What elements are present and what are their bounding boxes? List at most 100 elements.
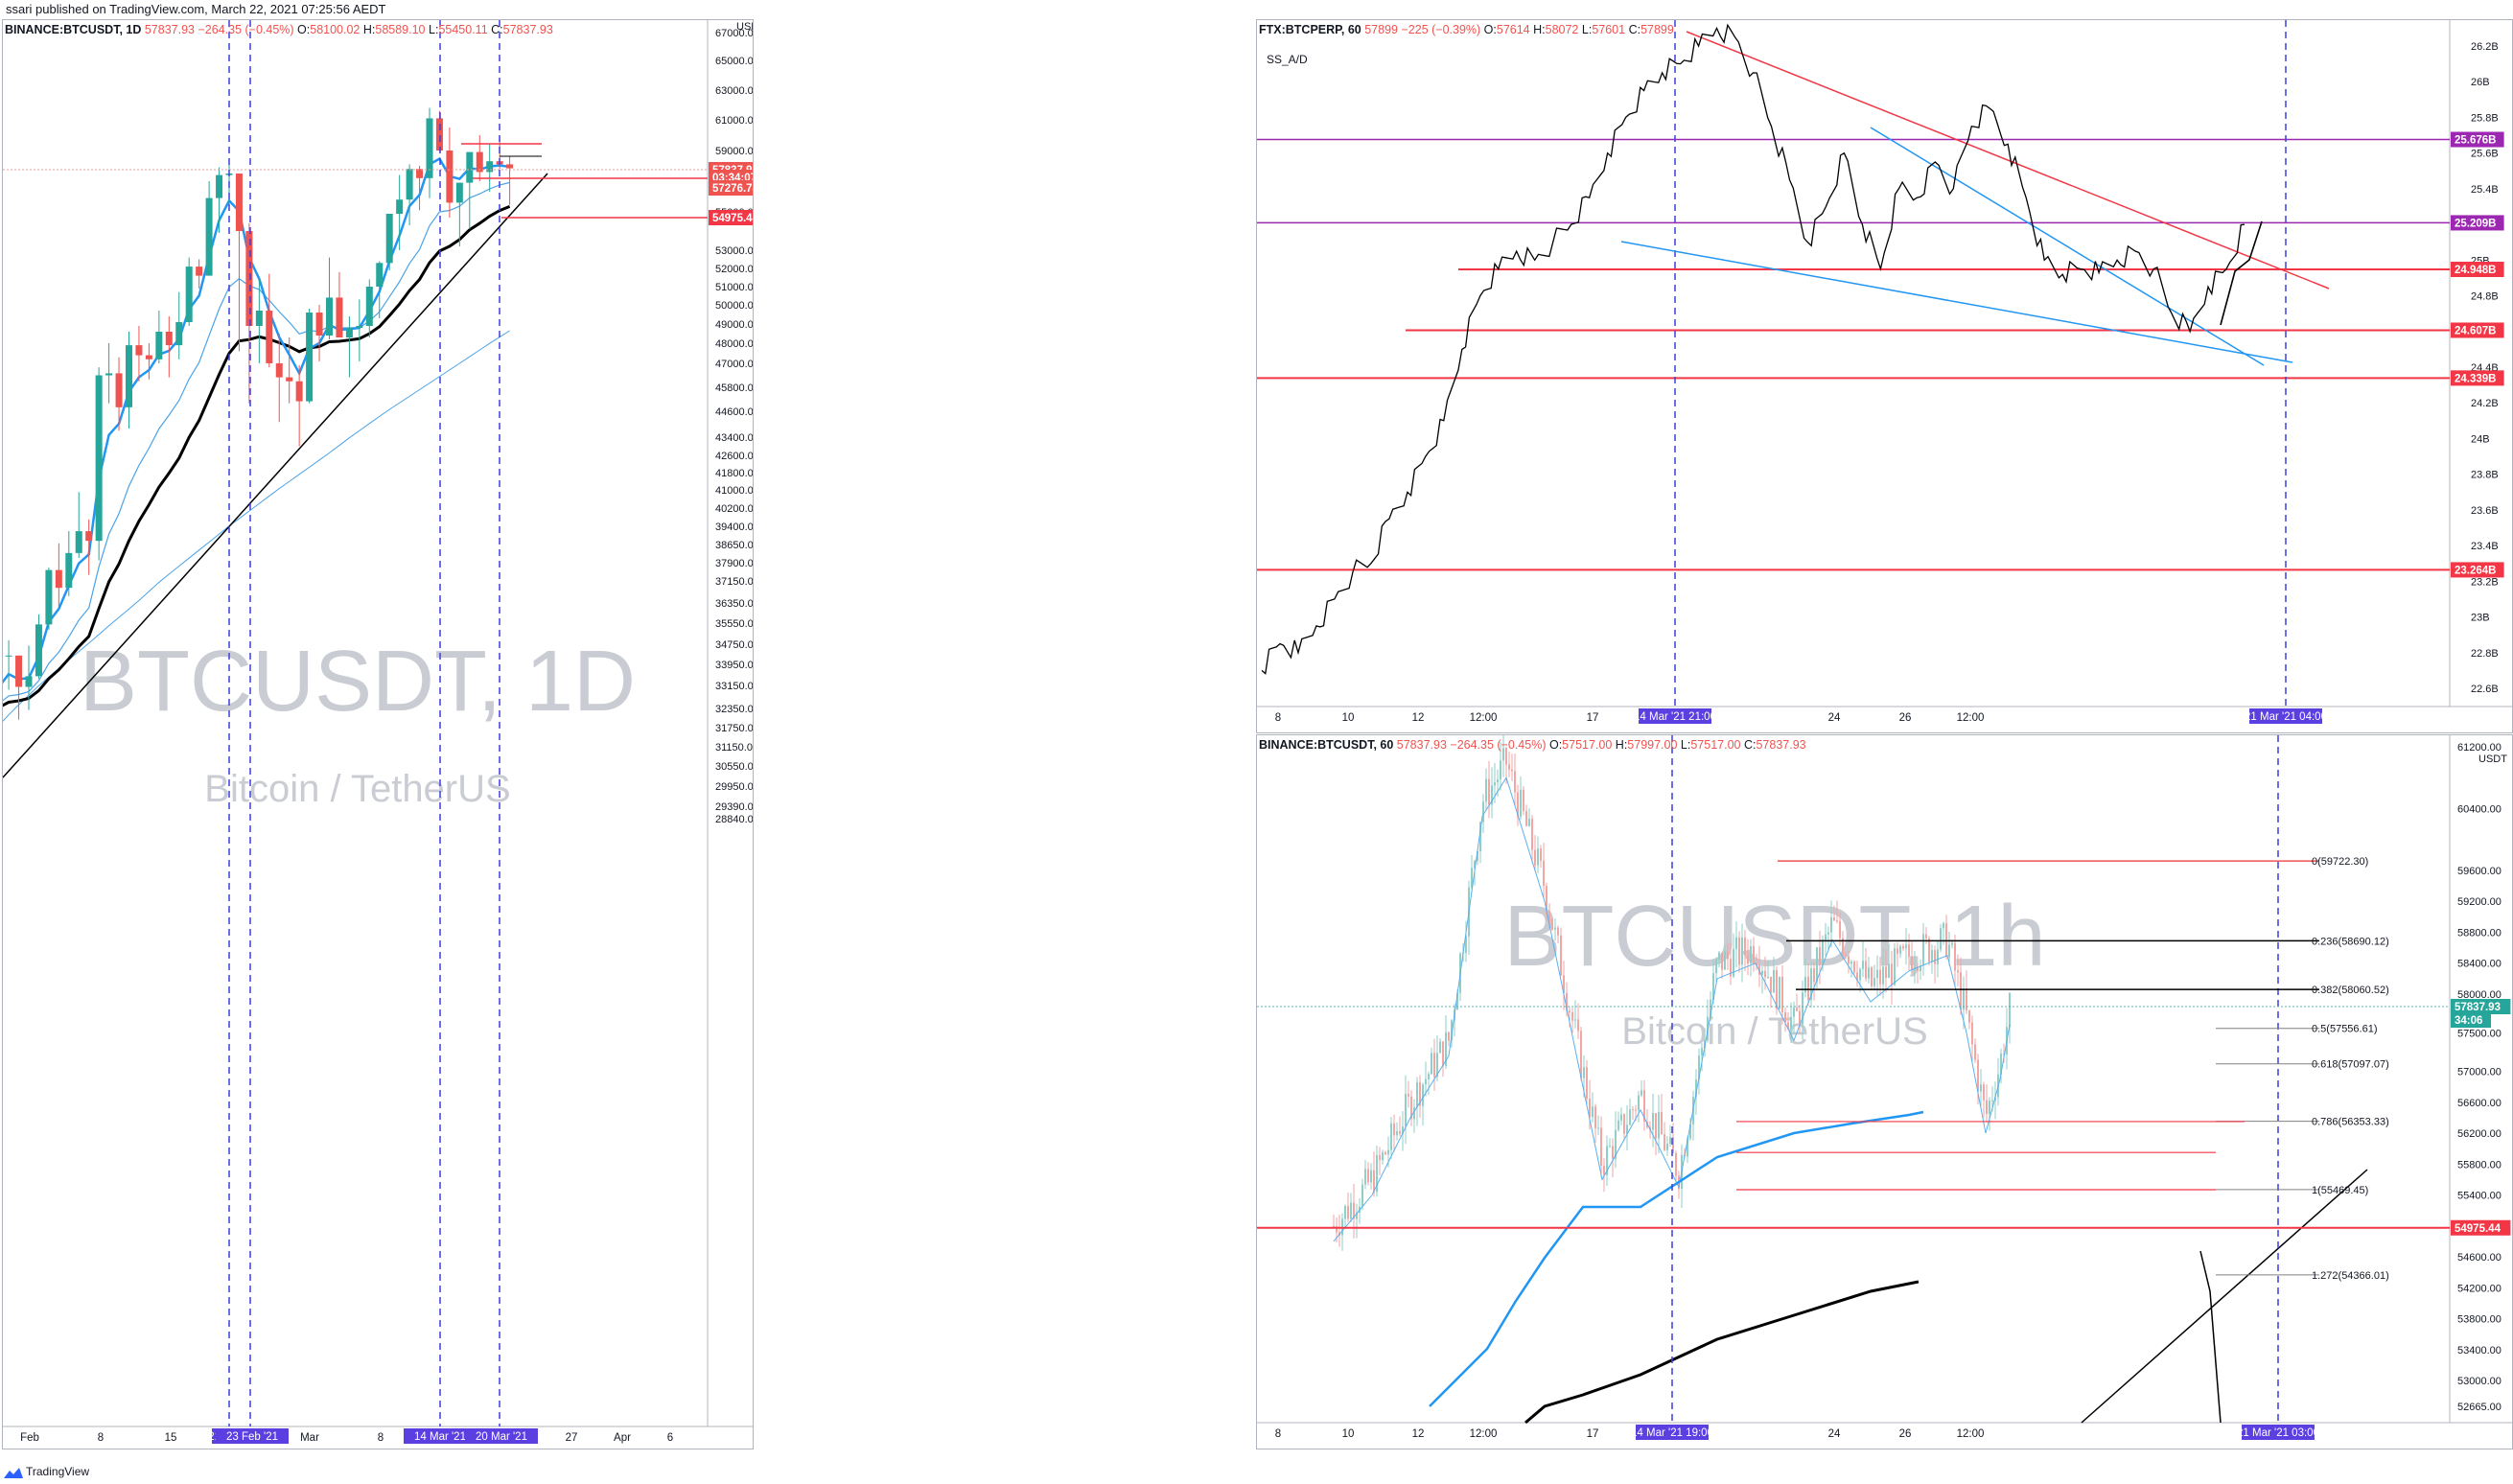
y-tick-label: 63000.00 bbox=[715, 85, 753, 97]
candle-body bbox=[1431, 1053, 1432, 1075]
candle-body bbox=[1594, 1106, 1596, 1128]
symbol-name[interactable]: BINANCE:BTCUSDT, 60 bbox=[1259, 738, 1394, 752]
price-tag-last-bg bbox=[2451, 999, 2511, 1015]
price-tag-support-bg bbox=[2451, 1219, 2511, 1236]
candle-body bbox=[1410, 1096, 1412, 1120]
candle-body bbox=[1928, 938, 1930, 962]
symbol-header: BINANCE:BTCUSDT, 1D 57837.93 −264.35 (−0… bbox=[5, 23, 553, 36]
daily-chart-canvas[interactable]: 67000.00 65000.00 63000.00 61000.00 59000.00… bbox=[3, 20, 753, 1449]
candle-body bbox=[1767, 976, 1769, 978]
x-tick-label: 17 bbox=[1587, 712, 1599, 724]
candle-body bbox=[1436, 1053, 1438, 1078]
chart-panel-hourly[interactable]: BINANCE:BTCUSDT, 60 57837.93 −264.35 (−0… bbox=[1256, 734, 2513, 1449]
x-tick-label: 24 bbox=[1828, 1428, 1841, 1440]
candle-body bbox=[1888, 963, 1890, 979]
candle-body bbox=[1655, 1113, 1657, 1139]
price-tag-level-bg bbox=[709, 180, 753, 196]
candle-body bbox=[1626, 1125, 1628, 1134]
y-tick-label: 50000.00 bbox=[715, 300, 753, 312]
candle-body bbox=[1937, 949, 1939, 964]
candle-body bbox=[1675, 1152, 1677, 1176]
candle-body bbox=[1911, 956, 1913, 970]
y-tick-label: 49000.00 bbox=[715, 319, 753, 331]
candle-body bbox=[1534, 849, 1536, 866]
y-tick-label: 25.6B bbox=[2471, 149, 2499, 160]
y-tick-label: 65000.00 bbox=[715, 56, 753, 67]
candle-body bbox=[1721, 952, 1723, 970]
date-badge-bg bbox=[404, 1428, 477, 1444]
low-label: L: bbox=[429, 23, 439, 36]
candle-body bbox=[295, 381, 303, 402]
y-tick-label: 59600.00 bbox=[2457, 866, 2501, 877]
candle-body bbox=[1773, 970, 1775, 993]
candle-body bbox=[1741, 937, 1743, 965]
candle-body bbox=[1382, 1152, 1384, 1161]
candle-body bbox=[1793, 1008, 1795, 1017]
last-price: 57899 bbox=[1364, 23, 1398, 36]
candle-body bbox=[1477, 850, 1478, 862]
y-tick-label: 61000.00 bbox=[715, 115, 753, 127]
candle-body bbox=[1485, 778, 1487, 802]
candle-body bbox=[1632, 1109, 1634, 1111]
candle-body bbox=[266, 311, 273, 363]
candle-body bbox=[1652, 1113, 1654, 1130]
y-tick-label: 32350.00 bbox=[715, 704, 753, 715]
candle-body bbox=[1606, 1146, 1608, 1175]
x-tick-label: 8 bbox=[1275, 712, 1281, 724]
y-tick-label: 23B bbox=[2471, 613, 2490, 624]
y-tick-label: 51000.00 bbox=[715, 282, 753, 293]
candle-body bbox=[1968, 1010, 1970, 1023]
candle-body bbox=[1445, 1032, 1447, 1066]
close-value: 57837.93 bbox=[502, 23, 553, 36]
chart-panel-daily[interactable]: BINANCE:BTCUSDT, 1D 57837.93 −264.35 (−0… bbox=[2, 19, 754, 1449]
candle-body bbox=[1885, 966, 1887, 979]
candle-body bbox=[1347, 1205, 1349, 1219]
price-tag-support-bg bbox=[709, 210, 753, 225]
candle-body bbox=[1698, 1055, 1700, 1080]
candle-body bbox=[1571, 1012, 1573, 1021]
footer-brand[interactable]: TradingView bbox=[4, 1465, 89, 1478]
candle-body bbox=[1980, 1084, 1982, 1092]
low-label: L: bbox=[1680, 738, 1691, 752]
candle-body bbox=[1543, 860, 1545, 887]
candle-body bbox=[336, 297, 343, 337]
candle-body bbox=[1908, 944, 1910, 957]
candle-body bbox=[1609, 1146, 1611, 1148]
symbol-name[interactable]: BINANCE:BTCUSDT, 1D bbox=[5, 23, 142, 36]
price-tag: 23.264B bbox=[2455, 565, 2496, 576]
candle-body bbox=[1491, 785, 1493, 805]
candle-body bbox=[1948, 944, 1950, 958]
hourly-chart-canvas[interactable]: 61200.00 60400.00 59600.00 59200.00 58800.00… bbox=[1257, 735, 2512, 1449]
x-tick-label: 12:00 bbox=[1470, 712, 1498, 724]
y-tick-label: 24.8B bbox=[2471, 291, 2499, 303]
candle-body bbox=[385, 214, 393, 264]
candle-body bbox=[406, 169, 413, 200]
candle-body bbox=[356, 326, 363, 328]
candle-body bbox=[1333, 1225, 1335, 1227]
y-tick-label: 67000.00 bbox=[715, 28, 753, 39]
candle-body bbox=[2009, 992, 2011, 1028]
ad-chart-canvas[interactable]: 26.2B26B25.8B25.6B25.4B25.2B25B24.8B24.6… bbox=[1257, 20, 2512, 732]
candle-body bbox=[1425, 1078, 1427, 1085]
candle-body bbox=[1687, 1138, 1688, 1157]
x-tick-label: 12:00 bbox=[1470, 1428, 1498, 1440]
x-tick-label: Feb bbox=[20, 1432, 39, 1444]
candle-body bbox=[1896, 948, 1898, 954]
candle-body bbox=[1727, 951, 1729, 960]
y-tick-label: 35550.00 bbox=[715, 618, 753, 630]
price-tag-bg bbox=[2451, 562, 2504, 578]
candle-body bbox=[1963, 988, 1965, 1010]
y-tick-label: 56600.00 bbox=[2457, 1098, 2501, 1109]
candle-body bbox=[1810, 968, 1812, 1000]
y-tick-label: 58800.00 bbox=[2457, 927, 2501, 939]
date-badge-bg bbox=[216, 1428, 289, 1444]
candle-body bbox=[1750, 945, 1752, 964]
candle-body bbox=[1390, 1123, 1392, 1150]
symbol-name[interactable]: FTX:BTCPERP, 60 bbox=[1259, 23, 1361, 36]
y-tick-label: 26B bbox=[2471, 77, 2490, 88]
candle-body bbox=[1465, 936, 1467, 953]
candle-body bbox=[1620, 1114, 1622, 1121]
indicator-label[interactable]: SS_A/D bbox=[1267, 53, 1308, 66]
chart-panel-ad[interactable]: FTX:BTCPERP, 60 57899 −225 (−0.39%) O:57… bbox=[1256, 19, 2513, 733]
candle-body bbox=[1367, 1169, 1369, 1183]
